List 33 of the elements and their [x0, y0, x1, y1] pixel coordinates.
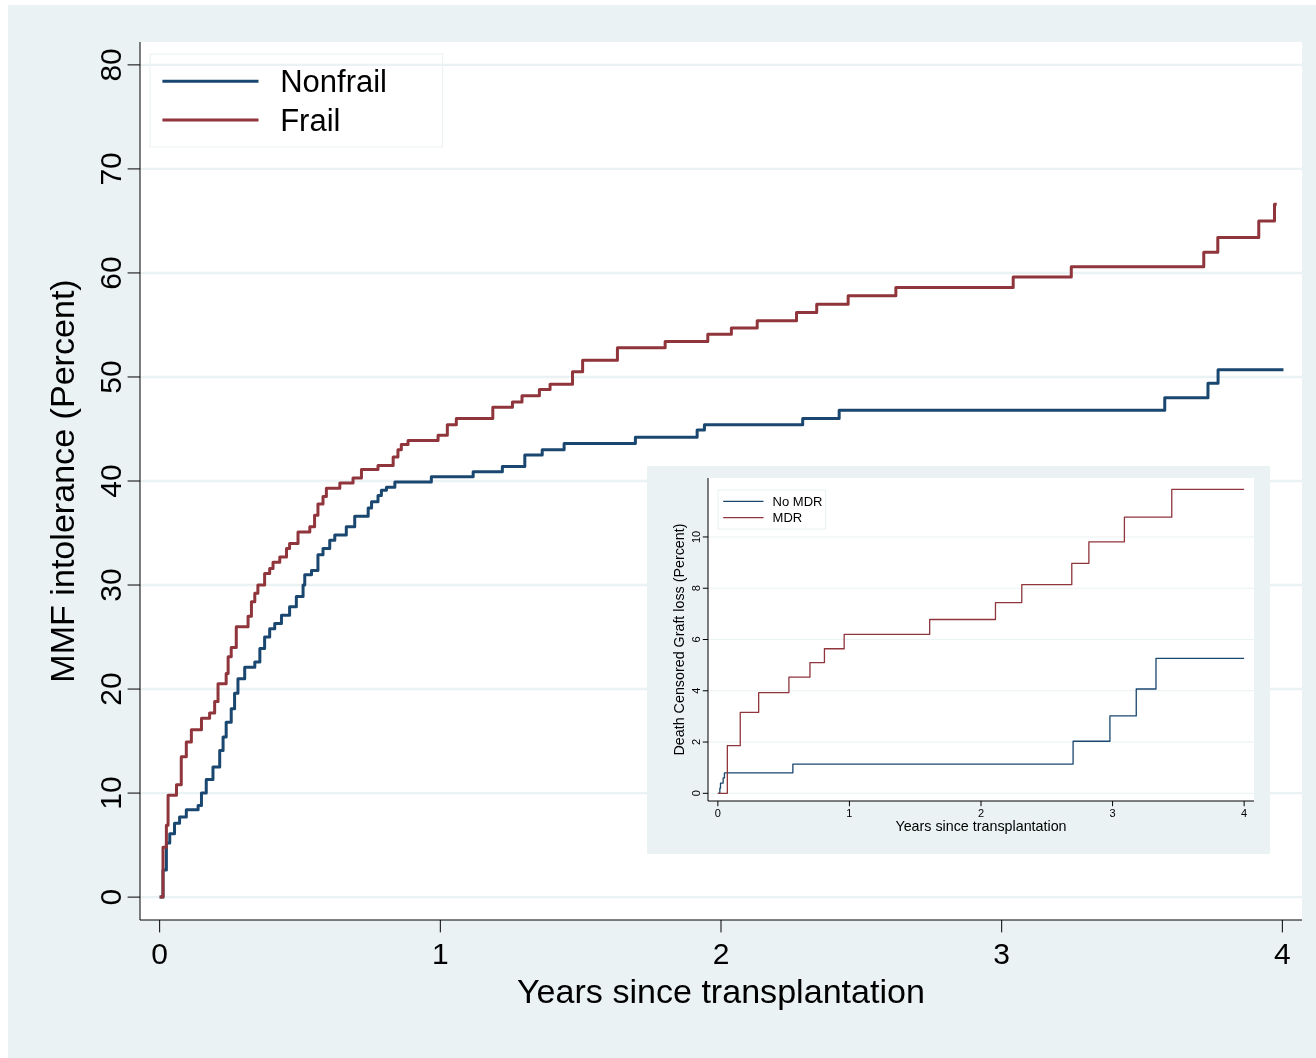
y-tick-label: 60: [94, 256, 128, 290]
x-tick-label: 2: [977, 806, 985, 819]
x-tick-label: 3: [1109, 806, 1116, 819]
x-tick-label: 1: [846, 806, 853, 819]
y-tick-label: 0: [690, 790, 703, 797]
x-tick-label: 4: [1274, 936, 1291, 970]
y-tick-label: 30: [94, 568, 128, 602]
y-axis-title: Death Censored Graft loss (Percent): [670, 523, 687, 756]
x-tick-label: 2: [712, 936, 730, 970]
y-axis-title: MMF intolerance (Percent): [43, 279, 81, 683]
y-tick-label: 20: [94, 672, 128, 706]
y-tick-label: 0: [94, 888, 128, 906]
y-tick-label: 70: [94, 152, 128, 186]
y-tick-label: 10: [94, 776, 128, 810]
x-tick-label: 1: [431, 936, 449, 970]
y-tick-label: 10: [690, 530, 703, 544]
legend-label: No MDR: [772, 493, 823, 509]
y-tick-label: 2: [690, 738, 703, 746]
x-tick-label: 0: [151, 936, 168, 970]
legend-label: Frail: [280, 102, 341, 138]
y-tick-label: 4: [690, 687, 703, 694]
x-axis-title: Years since transplantation: [895, 818, 1067, 835]
y-tick-label: 8: [690, 585, 703, 592]
y-tick-label: 50: [94, 360, 128, 394]
x-tick-label: 4: [1241, 806, 1248, 819]
x-tick-label: 3: [993, 936, 1011, 970]
y-tick-label: 80: [94, 48, 128, 82]
y-tick-label: 40: [94, 464, 128, 498]
x-axis-title: Years since transplantation: [517, 971, 925, 1010]
legend-label: MDR: [772, 510, 803, 526]
y-tick-label: 6: [690, 636, 703, 643]
legend-label: Nonfrail: [280, 63, 388, 99]
x-tick-label: 0: [714, 806, 721, 819]
